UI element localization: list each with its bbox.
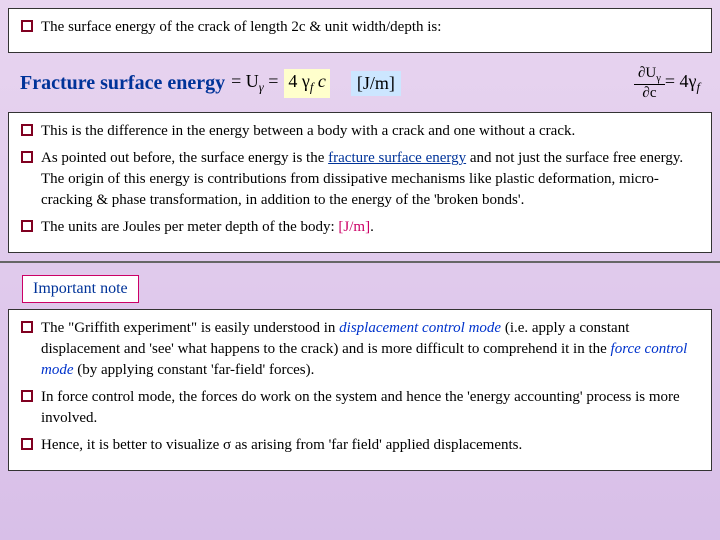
formula-derivative: ∂Uγ ∂c = 4γf xyxy=(634,65,700,102)
note-box: The "Griffith experiment" is easily unde… xyxy=(8,309,712,471)
bullet-icon xyxy=(21,321,33,333)
bullet-icon xyxy=(21,438,33,450)
formula-expr: 4 γf c xyxy=(284,69,329,98)
point-1: This is the difference in the energy bet… xyxy=(21,121,699,142)
formula-label: Fracture surface energy xyxy=(20,72,225,95)
note-2: In force control mode, the forces do wor… xyxy=(21,387,699,429)
note-1-text: The "Griffith experiment" is easily unde… xyxy=(41,318,699,381)
note-label: Important note xyxy=(22,275,139,303)
points-box: This is the difference in the energy bet… xyxy=(8,112,712,253)
bullet-icon xyxy=(21,151,33,163)
intro-item: The surface energy of the crack of lengt… xyxy=(21,17,699,38)
note-1: The "Griffith experiment" is easily unde… xyxy=(21,318,699,381)
intro-box: The surface energy of the crack of lengt… xyxy=(8,8,712,53)
formula-row: Fracture surface energy = Uγ = 4 γf c [J… xyxy=(8,61,712,112)
bullet-icon xyxy=(21,390,33,402)
point-2-text: As pointed out before, the surface energ… xyxy=(41,148,699,211)
bullet-icon xyxy=(21,124,33,136)
formula-eq1: = Uγ = xyxy=(231,71,278,96)
note-3-text: Hence, it is better to visualize σ as ar… xyxy=(41,435,699,456)
intro-text: The surface energy of the crack of lengt… xyxy=(41,17,699,38)
note-3: Hence, it is better to visualize σ as ar… xyxy=(21,435,699,456)
note-2-text: In force control mode, the forces do wor… xyxy=(41,387,699,429)
point-2: As pointed out before, the surface energ… xyxy=(21,148,699,211)
divider xyxy=(0,261,720,263)
point-3-text: The units are Joules per meter depth of … xyxy=(41,217,699,238)
point-1-text: This is the difference in the energy bet… xyxy=(41,121,699,142)
formula-units: [J/m] xyxy=(351,71,401,96)
bullet-icon xyxy=(21,220,33,232)
point-3: The units are Joules per meter depth of … xyxy=(21,217,699,238)
bullet-icon xyxy=(21,20,33,32)
formula-main: Fracture surface energy = Uγ = 4 γf c [J… xyxy=(20,69,401,98)
